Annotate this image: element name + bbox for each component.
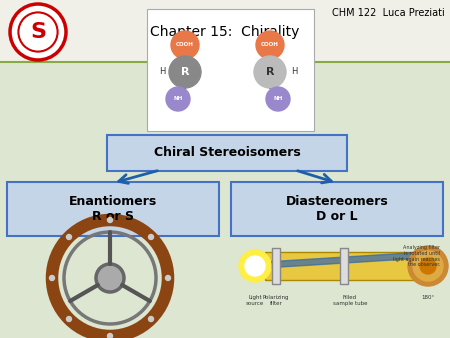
Text: Chiral Stereoisomers: Chiral Stereoisomers bbox=[153, 146, 301, 160]
FancyBboxPatch shape bbox=[107, 135, 347, 171]
Text: COOH: COOH bbox=[176, 43, 194, 48]
Circle shape bbox=[148, 235, 153, 240]
Circle shape bbox=[108, 217, 112, 222]
Circle shape bbox=[148, 316, 153, 321]
Text: COOH: COOH bbox=[261, 43, 279, 48]
Text: Light
source: Light source bbox=[246, 295, 264, 306]
FancyBboxPatch shape bbox=[272, 248, 280, 284]
Circle shape bbox=[408, 246, 448, 286]
FancyBboxPatch shape bbox=[7, 182, 219, 236]
Circle shape bbox=[266, 87, 290, 111]
Circle shape bbox=[245, 256, 265, 276]
Text: H: H bbox=[291, 68, 297, 76]
Circle shape bbox=[67, 235, 72, 240]
Text: Diastereomers
D or L: Diastereomers D or L bbox=[286, 195, 388, 223]
Text: CHM 122  Luca Preziati: CHM 122 Luca Preziati bbox=[332, 8, 445, 18]
FancyBboxPatch shape bbox=[265, 252, 425, 280]
Circle shape bbox=[166, 87, 190, 111]
FancyBboxPatch shape bbox=[231, 182, 443, 236]
Text: H: H bbox=[159, 68, 165, 76]
FancyBboxPatch shape bbox=[147, 9, 314, 131]
Text: R: R bbox=[181, 67, 189, 77]
Text: NH: NH bbox=[173, 97, 183, 101]
Text: Chapter 15:  Chirality: Chapter 15: Chirality bbox=[150, 25, 300, 39]
Circle shape bbox=[10, 4, 66, 60]
Text: Polarizing
filter: Polarizing filter bbox=[263, 295, 289, 306]
Polygon shape bbox=[265, 252, 425, 268]
Circle shape bbox=[256, 31, 284, 59]
Circle shape bbox=[166, 275, 171, 281]
Text: S: S bbox=[30, 22, 46, 42]
Text: Enantiomers
R or S: Enantiomers R or S bbox=[69, 195, 157, 223]
Circle shape bbox=[67, 316, 72, 321]
Circle shape bbox=[413, 251, 443, 281]
FancyBboxPatch shape bbox=[0, 0, 450, 62]
Text: 180°: 180° bbox=[421, 295, 435, 300]
Circle shape bbox=[96, 264, 124, 292]
Circle shape bbox=[50, 275, 54, 281]
Circle shape bbox=[254, 56, 286, 88]
FancyBboxPatch shape bbox=[340, 248, 348, 284]
Circle shape bbox=[420, 258, 436, 274]
Circle shape bbox=[239, 250, 271, 282]
Circle shape bbox=[171, 31, 199, 59]
Text: Filled
sample tube: Filled sample tube bbox=[333, 295, 367, 306]
Text: NH: NH bbox=[274, 97, 283, 101]
Circle shape bbox=[169, 56, 201, 88]
Text: Analyzing filter
is rotated until
light again reaches
the observer.: Analyzing filter is rotated until light … bbox=[393, 245, 440, 267]
Circle shape bbox=[108, 334, 112, 338]
Text: R: R bbox=[266, 67, 274, 77]
